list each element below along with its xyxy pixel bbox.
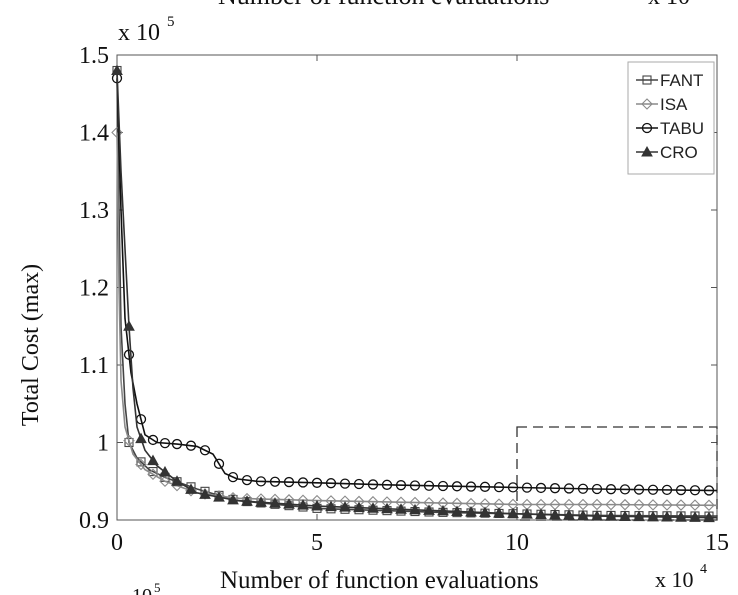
legend-label: FANT xyxy=(660,71,703,90)
legend-label: ISA xyxy=(660,95,688,114)
x-tick-label: 10 xyxy=(505,530,529,556)
y-tick-label: 1 xyxy=(97,431,109,457)
top-axis-label-fragment: Number of function evaluations xyxy=(218,0,549,10)
legend-label: TABU xyxy=(660,119,704,138)
x-axis-label: Number of function evaluations xyxy=(220,567,539,594)
x-tick-label: 5 xyxy=(311,530,323,556)
legend-label: CRO xyxy=(660,143,698,162)
bottom-fragment-base: 10 xyxy=(132,585,152,595)
x-tick-label: 0 xyxy=(111,530,123,556)
y-axis-label: Total Cost (max) xyxy=(18,264,44,426)
x-multiplier-label: x 10 xyxy=(655,567,694,592)
plot-area xyxy=(117,55,717,520)
legend: FANT ISA TABU CRO xyxy=(628,62,714,174)
y-tick-label: 1.3 xyxy=(79,198,109,224)
y-tick-label: 1.4 xyxy=(79,121,109,147)
y-multiplier-exponent: 5 xyxy=(167,14,175,30)
y-tick-label: 1.1 xyxy=(79,353,109,379)
y-tick-label: 0.9 xyxy=(79,508,109,534)
y-multiplier-label: x 10 xyxy=(118,20,160,46)
x-multiplier-exponent: 4 xyxy=(700,562,707,577)
y-tick-label: 1.2 xyxy=(79,276,109,302)
bottom-fragment-exponent: 5 xyxy=(154,580,161,595)
top-multiplier-fragment: x 10 xyxy=(648,0,690,10)
y-tick-label: 1.5 xyxy=(79,43,109,69)
x-tick-label: 15 xyxy=(705,530,729,556)
